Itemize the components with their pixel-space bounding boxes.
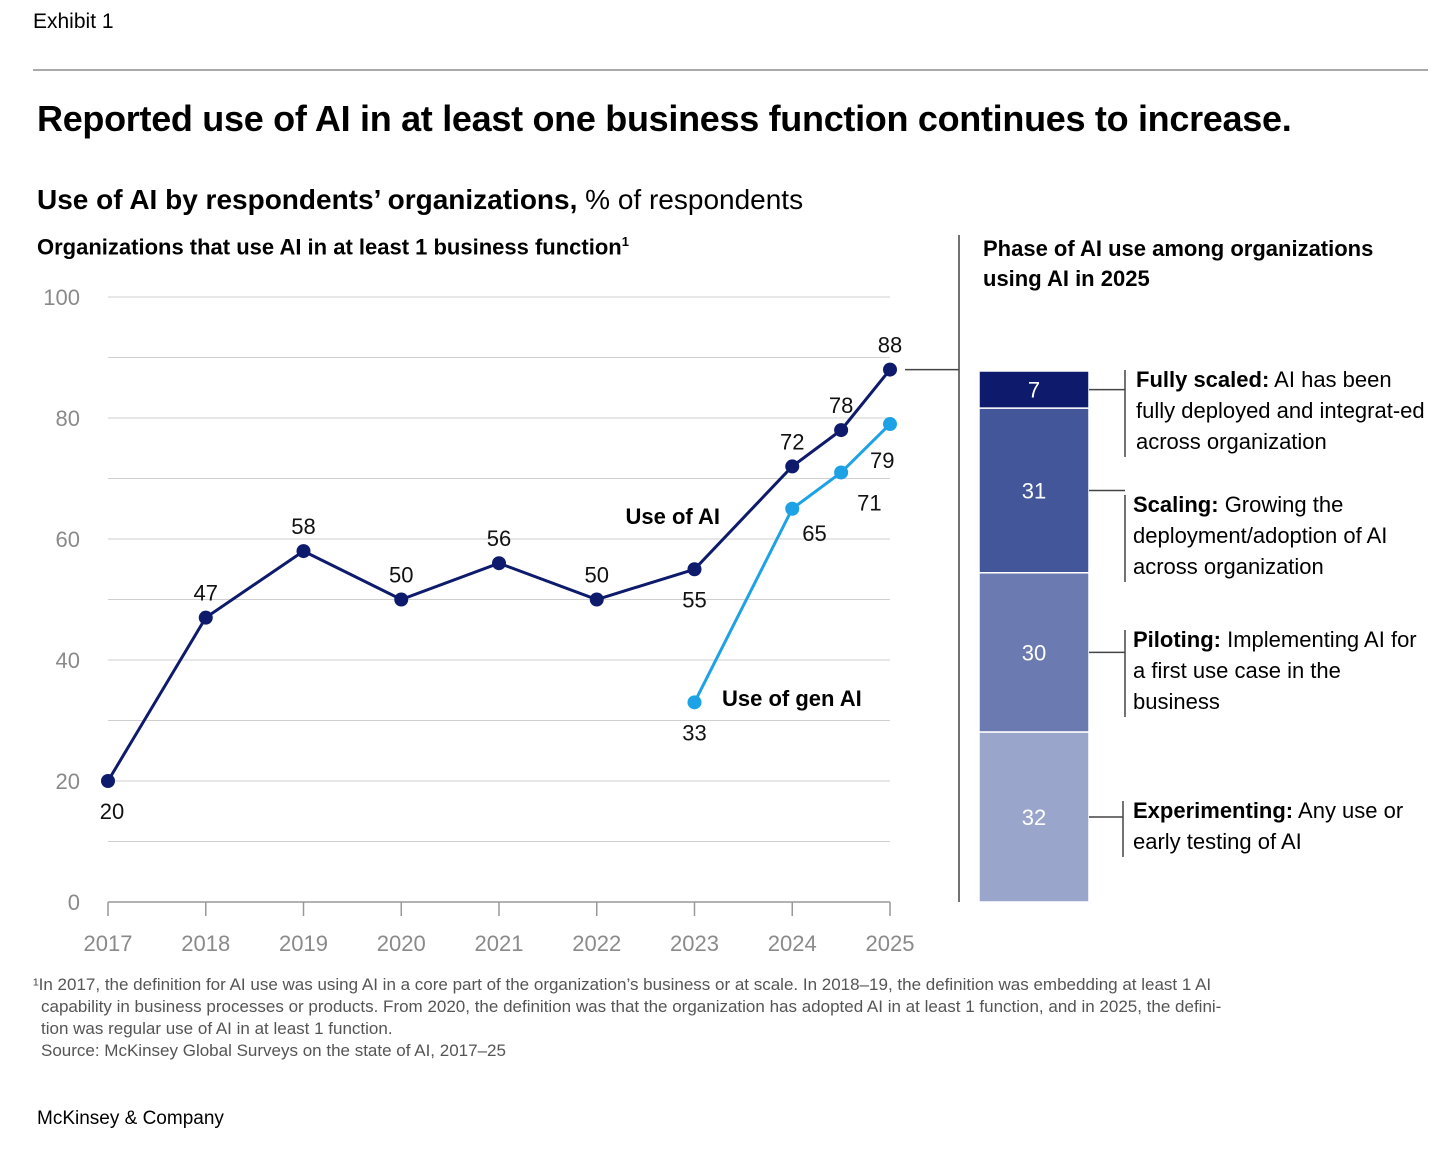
data-point [834, 423, 849, 438]
phase-description: Fully scaled: AI has been fully deployed… [1136, 364, 1436, 457]
bar-segment-piloting [978, 572, 1090, 733]
data-point [296, 544, 311, 559]
data-point [785, 501, 800, 516]
x-tick-label: 2020 [377, 931, 426, 956]
data-point [198, 610, 213, 625]
line-chart-title-text: Organizations that use AI in at least 1 … [37, 234, 622, 260]
data-point [834, 465, 849, 480]
bar-chart-title: Phase of AI use among organizations usin… [983, 236, 1374, 291]
phase-name: Fully scaled: [1136, 367, 1270, 392]
phase-text: Growing the deployment/adoption of AI ac… [1133, 492, 1388, 579]
data-label: 33 [682, 720, 706, 745]
subtitle-unit: % of respondents [577, 184, 804, 215]
footnote-marker: 1 [621, 234, 629, 249]
y-tick-label: 20 [56, 769, 80, 794]
bar-segment-experimenting [978, 731, 1090, 903]
data-point [492, 556, 506, 571]
data-label: 50 [389, 563, 413, 588]
data-label: 72 [780, 429, 804, 454]
data-label: 71 [857, 490, 881, 515]
data-label: 65 [802, 521, 826, 546]
y-tick-label: 80 [56, 406, 80, 431]
data-label: 58 [291, 514, 315, 539]
brand-logo-text: McKinsey & Company [37, 1108, 224, 1129]
x-tick-label: 2023 [670, 931, 719, 956]
footnote-line: capability in business processes or prod… [41, 997, 1222, 1016]
series-label-use-of-gen-ai: Use of gen AI [722, 686, 862, 711]
bar-segment-label: 32 [1022, 805, 1046, 830]
y-tick-label: 0 [68, 890, 80, 915]
data-point [589, 592, 604, 607]
x-tick-label: 2019 [279, 931, 328, 956]
phase-name: Experimenting: [1133, 798, 1294, 823]
data-label: 20 [100, 799, 124, 824]
y-tick-label: 100 [43, 285, 80, 310]
footnote: ¹In 2017, the definition for AI use was … [33, 974, 1403, 1062]
data-label: 47 [194, 581, 218, 606]
x-tick-label: 2018 [181, 931, 230, 956]
bar-segment-fully-scaled [978, 370, 1090, 409]
bar-segment-label: 7 [1028, 378, 1040, 403]
line-chart-title: Organizations that use AI in at least 1 … [37, 234, 629, 260]
source-line: Source: McKinsey Global Surveys on the s… [41, 1041, 506, 1060]
phase-name: Scaling: [1133, 492, 1219, 517]
x-tick-label: 2021 [475, 931, 524, 956]
phase-name: Piloting: [1133, 627, 1221, 652]
phase-text: Implementing AI for a first use case in … [1133, 627, 1417, 714]
phase-description: Piloting: Implementing AI for a first us… [1133, 624, 1433, 717]
x-tick-label: 2024 [768, 931, 817, 956]
series-line-use-of-gen-ai [693, 422, 892, 704]
series-label-use-of-ai: Use of AI [625, 504, 720, 529]
chart-subtitle: Use of AI by respondents’ organizations,… [37, 184, 803, 216]
exhibit-label: Exhibit 1 [33, 10, 114, 33]
chart-title: Reported use of AI in at least one busin… [37, 98, 1292, 139]
data-label: 79 [870, 448, 894, 473]
data-point [394, 592, 409, 607]
footnote-line: tion was regular use of AI in at least 1… [41, 1019, 393, 1038]
phase-description: Experimenting: Any use or early testing … [1133, 795, 1433, 857]
data-point [883, 362, 897, 377]
series-line-use-of-ai [106, 368, 892, 782]
data-label: 50 [585, 563, 609, 588]
subtitle-bold: Use of AI by respondents’ organizations, [37, 184, 578, 215]
y-tick-label: 60 [56, 527, 80, 552]
phase-text: Any use or early testing of AI [1133, 798, 1404, 854]
data-label: 78 [829, 393, 853, 418]
x-tick-label: 2022 [572, 931, 621, 956]
data-point [101, 774, 115, 788]
x-tick-label: 2025 [866, 931, 915, 956]
bar-segment-label: 31 [1022, 478, 1046, 503]
x-tick-label: 2017 [84, 931, 133, 956]
data-point [687, 562, 702, 577]
phase-description: Scaling: Growing the deployment/adoption… [1133, 489, 1433, 582]
data-label: 55 [682, 587, 706, 612]
data-point [687, 695, 702, 710]
data-label: 88 [878, 333, 902, 358]
data-label: 56 [487, 526, 511, 551]
bar-segment-label: 30 [1022, 640, 1046, 665]
data-point [785, 459, 800, 474]
top-divider [33, 69, 1428, 71]
y-tick-label: 40 [56, 648, 80, 673]
footnote-line: ¹In 2017, the definition for AI use was … [33, 975, 1212, 994]
data-point [883, 417, 897, 432]
phase-text: AI has been fully deployed and integrat-… [1136, 367, 1425, 454]
